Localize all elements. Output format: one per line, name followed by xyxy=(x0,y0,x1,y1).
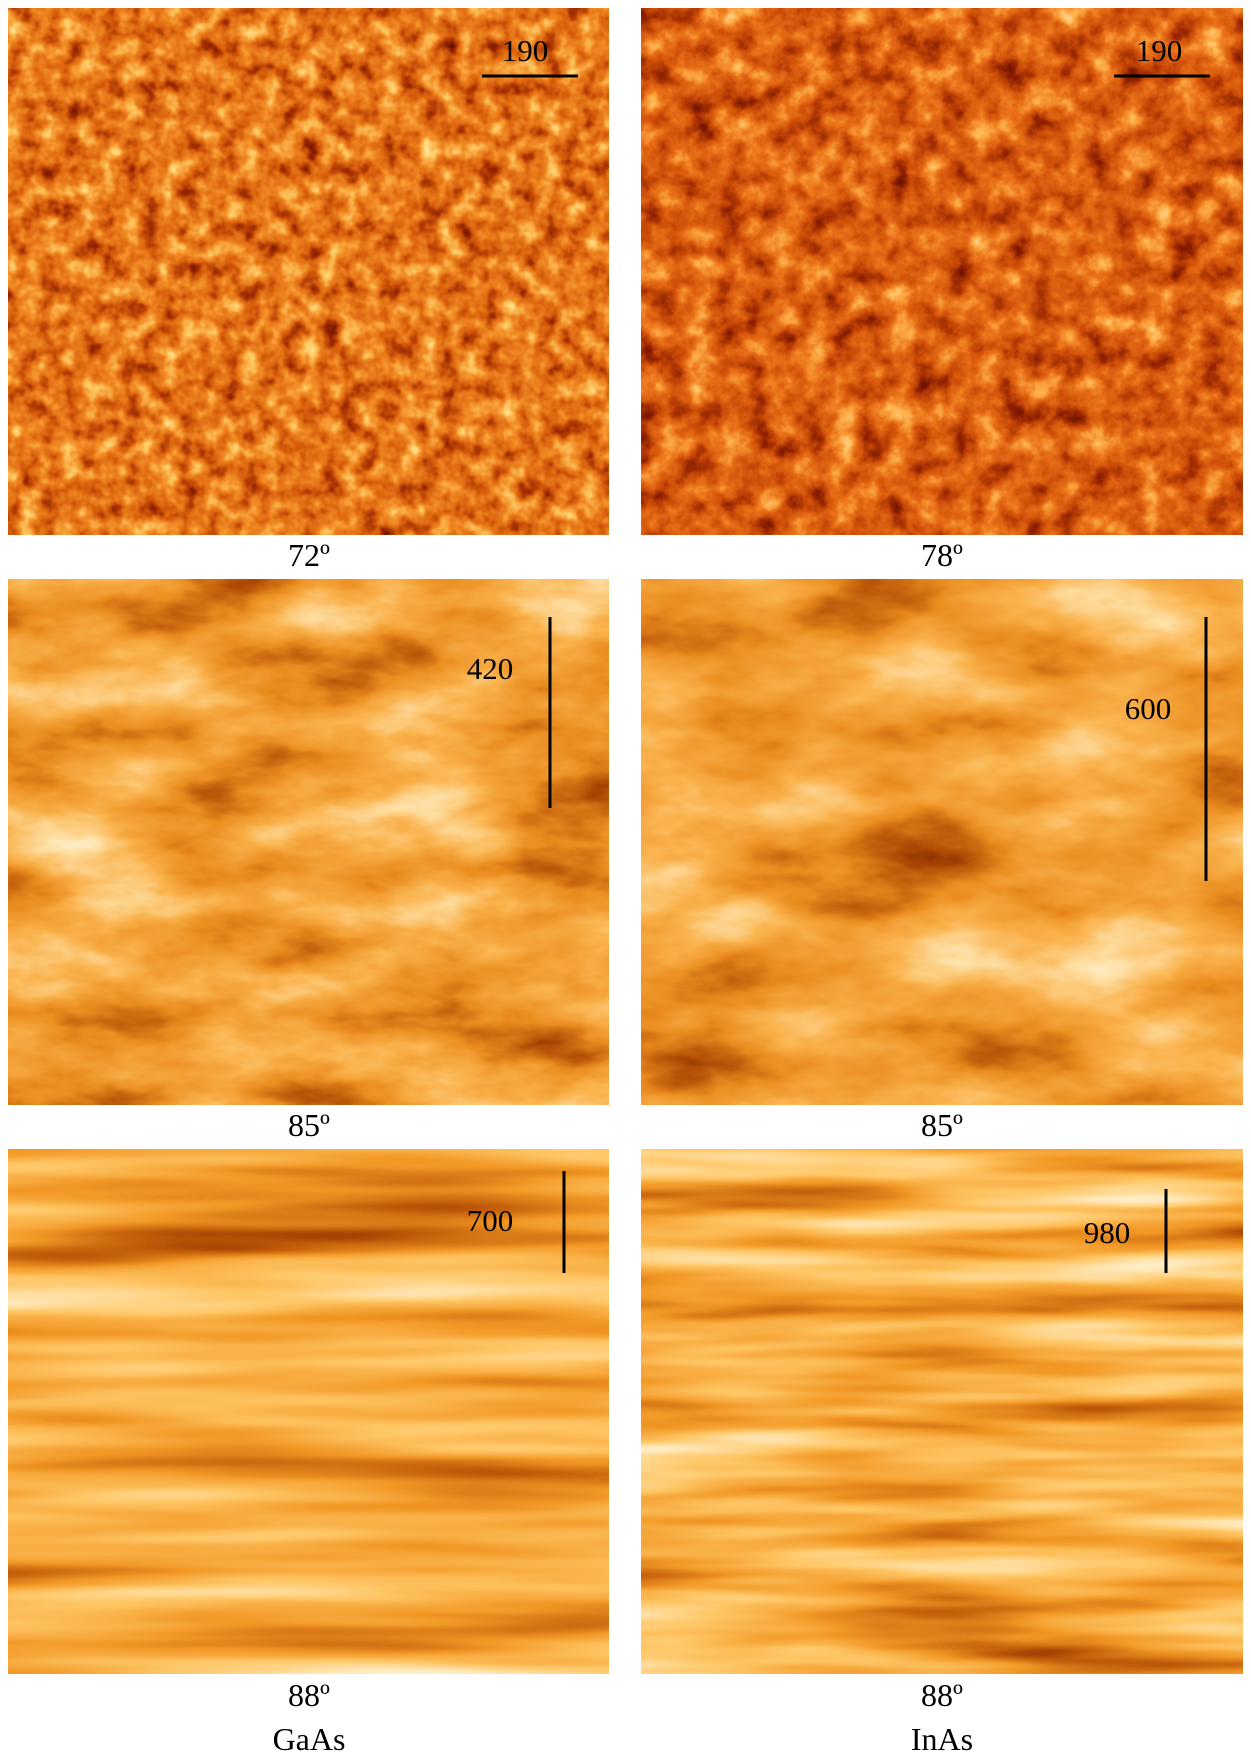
afm-image xyxy=(641,579,1243,1105)
afm-image xyxy=(641,8,1243,535)
column-label: GaAs xyxy=(273,1721,346,1757)
scale-bar-label: 980 xyxy=(1084,1215,1131,1250)
column-label: InAs xyxy=(911,1721,973,1757)
scale-bar-label: 420 xyxy=(467,651,514,686)
afm-image xyxy=(8,579,609,1105)
scale-bar-label: 600 xyxy=(1125,691,1172,726)
angle-label: 88º xyxy=(921,1677,963,1713)
scale-bar-label: 190 xyxy=(502,33,549,68)
scale-bar-label: 190 xyxy=(1136,33,1183,68)
angle-label: 85º xyxy=(921,1107,963,1143)
afm-image xyxy=(8,8,609,535)
afm-image xyxy=(641,1149,1243,1674)
angle-label: 72º xyxy=(288,537,330,573)
scale-bar-label: 700 xyxy=(467,1203,514,1238)
angle-label: 78º xyxy=(921,537,963,573)
angle-label: 85º xyxy=(288,1107,330,1143)
afm-image xyxy=(8,1149,609,1674)
angle-label: 88º xyxy=(288,1677,330,1713)
